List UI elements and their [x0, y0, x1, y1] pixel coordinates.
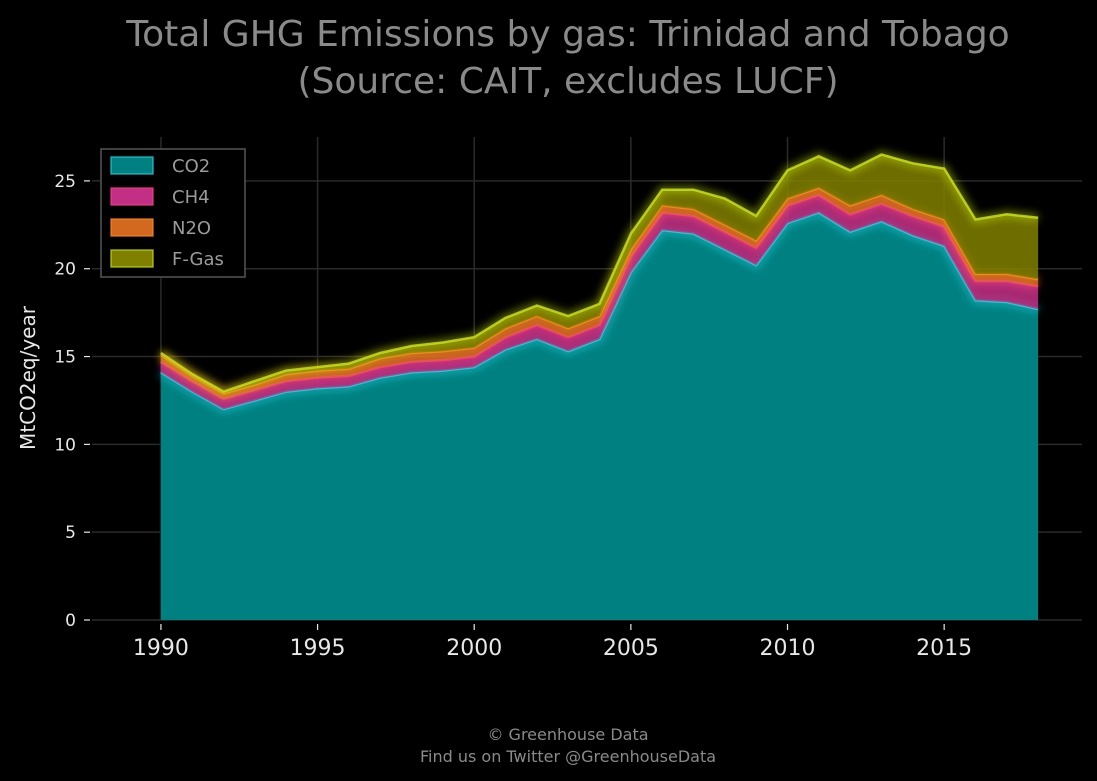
area-co2	[160, 212, 1039, 620]
y-tick-label: 10	[54, 435, 76, 455]
y-tick-label: 20	[54, 260, 76, 280]
x-tick-label: 2000	[446, 636, 502, 661]
x-axis: 1990 1995 2000 2005 2010 2015	[133, 624, 972, 661]
series-line-f-gas	[160, 153, 1039, 394]
legend: CO2 CH4 N2O F-Gas	[100, 148, 246, 278]
plot-areas	[158, 150, 1039, 620]
legend-swatch	[110, 156, 154, 175]
x-tick-label: 2005	[603, 636, 659, 661]
x-tick-label: 1995	[290, 636, 346, 661]
y-axis: 0 5 10 15 20 25	[54, 172, 90, 631]
footer-twitter: Find us on Twitter @GreenhouseData	[420, 747, 716, 766]
legend-swatch	[110, 249, 154, 268]
legend-swatch	[110, 218, 154, 237]
y-tick-label: 25	[54, 172, 76, 192]
legend-swatch	[110, 187, 154, 206]
y-tick-label: 0	[65, 611, 76, 631]
footer-credit: © Greenhouse Data	[487, 725, 648, 744]
x-tick-label: 1990	[133, 636, 189, 661]
chart-subtitle: (Source: CAIT, excludes LUCF)	[297, 61, 838, 102]
y-tick-label: 15	[54, 348, 76, 368]
x-tick-label: 2015	[916, 636, 972, 661]
legend-label: F-Gas	[172, 249, 224, 270]
legend-label: CO2	[172, 156, 210, 177]
legend-label: N2O	[172, 218, 211, 239]
y-tick-label: 5	[65, 523, 76, 543]
chart-title: Total GHG Emissions by gas: Trinidad and…	[125, 14, 1009, 55]
legend-label: CH4	[172, 187, 210, 208]
y-axis-label: MtCO2eq/year	[16, 305, 40, 450]
x-tick-label: 2010	[760, 636, 816, 661]
